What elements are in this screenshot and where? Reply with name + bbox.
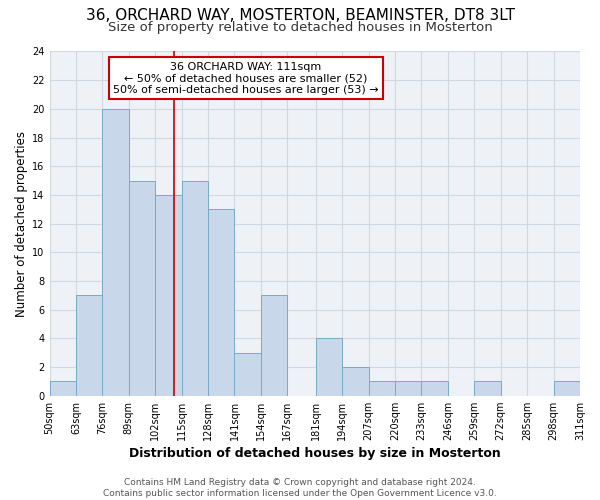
Y-axis label: Number of detached properties: Number of detached properties [15,130,28,316]
Text: Contains HM Land Registry data © Crown copyright and database right 2024.
Contai: Contains HM Land Registry data © Crown c… [103,478,497,498]
Bar [129,180,155,396]
Text: Size of property relative to detached houses in Mosterton: Size of property relative to detached ho… [107,21,493,34]
Bar [208,210,235,396]
Bar [76,296,103,396]
Text: 36 ORCHARD WAY: 111sqm
← 50% of detached houses are smaller (52)
50% of semi-det: 36 ORCHARD WAY: 111sqm ← 50% of detached… [113,62,379,95]
Bar [50,382,76,396]
Bar [342,367,368,396]
Bar [395,382,421,396]
Bar [155,195,182,396]
Bar [261,296,287,396]
Bar [475,382,501,396]
Bar [235,352,261,396]
Bar [554,382,580,396]
Bar [103,109,129,396]
X-axis label: Distribution of detached houses by size in Mosterton: Distribution of detached houses by size … [129,447,500,460]
Bar [182,180,208,396]
Bar [368,382,395,396]
Bar [421,382,448,396]
Bar [316,338,342,396]
Text: 36, ORCHARD WAY, MOSTERTON, BEAMINSTER, DT8 3LT: 36, ORCHARD WAY, MOSTERTON, BEAMINSTER, … [86,8,515,22]
